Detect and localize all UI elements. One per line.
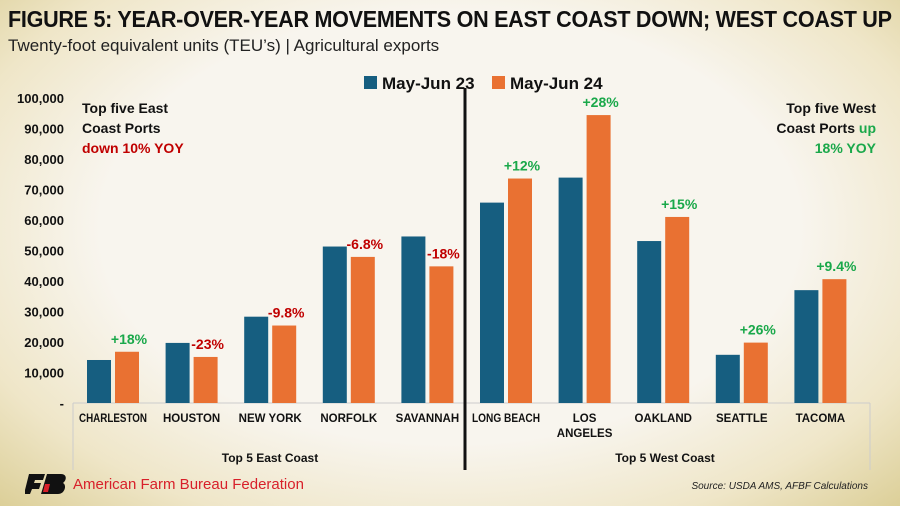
x-tick-label: SEATTLE <box>716 413 768 425</box>
afbf-logo: American Farm Bureau Federation <box>25 474 304 494</box>
data-label: +9.4% <box>816 258 857 274</box>
y-tick-label: 30,000 <box>24 305 64 320</box>
y-tick-label: 20,000 <box>24 335 64 350</box>
x-tick-label: LONG BEACH <box>472 413 540 425</box>
data-label: +26% <box>740 322 777 338</box>
y-tick-label: 80,000 <box>24 152 64 167</box>
bar-may-jun-24 <box>115 351 139 403</box>
bar-may-jun-23 <box>558 177 583 403</box>
x-tick-label: CHARLESTON <box>79 413 147 425</box>
x-tick-label: NEW YORK <box>239 413 303 425</box>
chart-subtitle: Twenty-foot equivalent units (TEU’s) | A… <box>8 36 440 55</box>
data-label: -18% <box>427 245 460 261</box>
y-tick-label: 40,000 <box>24 274 64 289</box>
note-text: up <box>858 120 876 136</box>
y-tick-label: 60,000 <box>24 213 64 228</box>
bar-may-jun-24 <box>350 256 375 403</box>
group-label: Top 5 East Coast <box>222 451 318 465</box>
fb-logo-icon <box>25 474 66 494</box>
west-note: Top five West Coast Ports up 18% YOY <box>776 98 876 158</box>
x-tick-label: TACOMA <box>796 413 846 425</box>
x-tick-label: ANGELES <box>557 428 613 440</box>
bar-may-jun-23 <box>715 354 740 403</box>
bar-may-jun-24 <box>193 356 218 403</box>
data-label: -9.8% <box>268 305 305 321</box>
org-name: American Farm Bureau Federation <box>73 475 304 493</box>
note-text: Coast Ports <box>776 120 859 136</box>
note-text: Coast Ports <box>82 120 161 136</box>
bar-may-jun-23 <box>401 236 426 403</box>
bar-may-jun-23 <box>244 316 269 403</box>
legend-label: May-Jun 24 <box>510 74 603 93</box>
chart-title: FIGURE 5: YEAR-OVER-YEAR MOVEMENTS ON EA… <box>8 6 892 32</box>
data-label: +15% <box>661 196 698 212</box>
y-tick-label: 50,000 <box>24 244 64 259</box>
group-label: Top 5 West Coast <box>615 451 715 465</box>
bar-may-jun-23 <box>637 241 662 403</box>
bar-may-jun-24 <box>508 178 532 403</box>
data-label: +28% <box>582 94 619 110</box>
east-note: Top five East Coast Ports down 10% YOY <box>82 98 184 158</box>
bar-may-jun-23 <box>480 202 504 403</box>
legend-label: May-Jun 23 <box>382 74 475 93</box>
data-label: +18% <box>111 331 148 347</box>
bar-may-jun-23 <box>322 246 347 403</box>
bar-may-jun-23 <box>794 290 819 403</box>
note-text: Top five West <box>786 100 876 116</box>
bar-may-jun-24 <box>743 342 768 403</box>
y-tick-label: 10,000 <box>24 366 64 381</box>
note-text: Top five East <box>82 100 169 116</box>
note-text: 18% YOY <box>814 140 876 156</box>
source-note: Source: USDA AMS, AFBF Calculations <box>691 481 868 492</box>
note-text: down 10% YOY <box>82 140 184 156</box>
y-tick-label: - <box>60 396 64 411</box>
bar-may-jun-24 <box>822 279 847 403</box>
legend-swatch <box>492 76 505 89</box>
y-tick-label: 70,000 <box>24 183 64 198</box>
data-label: -23% <box>191 336 224 352</box>
y-tick-label: 90,000 <box>24 122 64 137</box>
bar-may-jun-23 <box>165 342 190 403</box>
data-label: -6.8% <box>347 236 384 252</box>
bar-may-jun-24 <box>429 266 454 403</box>
x-tick-label: LOS <box>573 413 597 425</box>
x-tick-label: OAKLAND <box>634 413 692 425</box>
bar-may-jun-23 <box>87 359 111 403</box>
bar-may-jun-24 <box>665 216 690 403</box>
data-label: +12% <box>504 158 541 174</box>
x-tick-label: HOUSTON <box>163 413 220 425</box>
legend-swatch <box>364 76 377 89</box>
bar-may-jun-24 <box>272 325 297 403</box>
x-tick-label: NORFOLK <box>320 413 378 425</box>
x-tick-label: SAVANNAH <box>396 413 459 425</box>
bar-may-jun-24 <box>586 115 611 403</box>
y-tick-label: 100,000 <box>17 91 64 106</box>
